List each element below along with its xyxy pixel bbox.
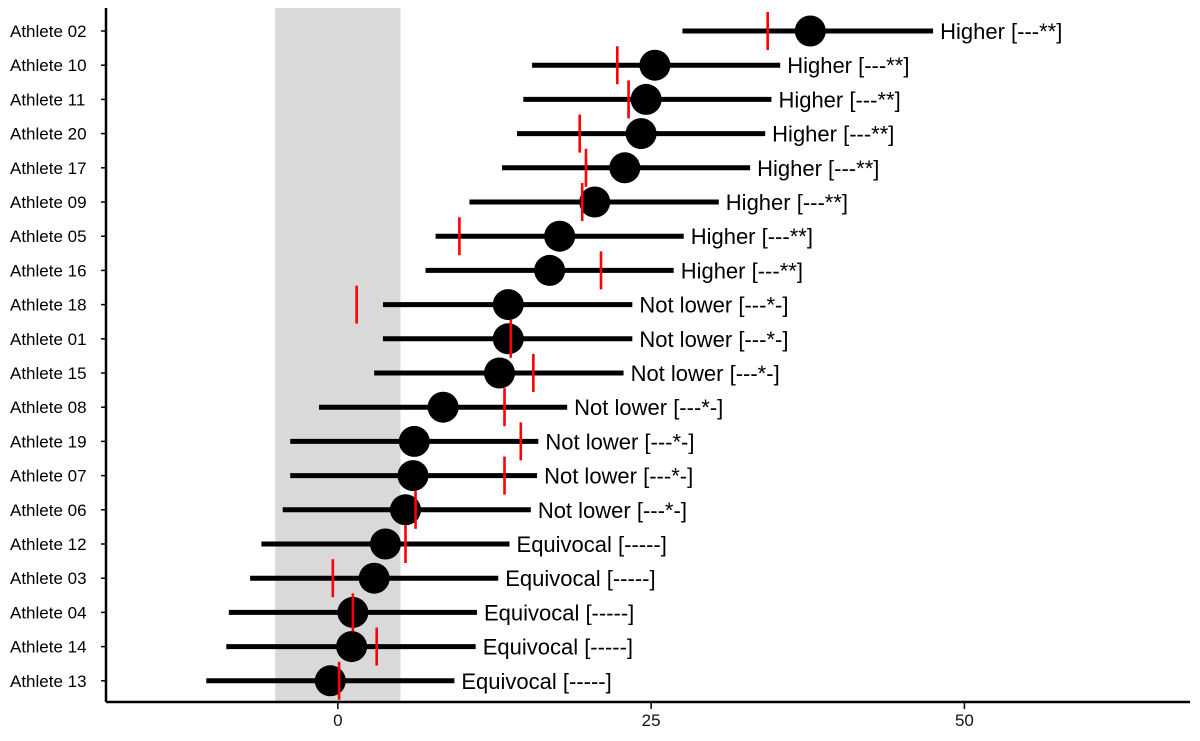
estimate-point (579, 186, 611, 218)
estimate-point (630, 83, 662, 115)
data-label: Not lower [---*-] (639, 327, 788, 352)
estimate-point (609, 152, 641, 184)
estimate-point (544, 220, 576, 252)
category-label: Athlete 03 (10, 569, 87, 588)
category-label: Athlete 19 (10, 432, 87, 451)
data-label: Not lower [---*-] (544, 464, 693, 489)
estimate-point (492, 323, 524, 355)
data-label: Higher [---**] (681, 258, 803, 283)
estimate-point (483, 357, 515, 389)
estimate-point (398, 425, 430, 457)
estimate-point (625, 118, 657, 150)
data-label: Not lower [---*-] (545, 429, 694, 454)
data-label: Higher [---**] (772, 122, 894, 147)
category-label: Athlete 01 (10, 330, 87, 349)
reference-marks-layer (331, 12, 769, 700)
data-label: Equivocal [-----] (484, 600, 634, 625)
estimate-point (358, 562, 390, 594)
estimate-point (492, 289, 524, 321)
category-label: Athlete 14 (10, 638, 87, 657)
x-axis: 0 25 50 (106, 700, 1190, 730)
data-label: Not lower [---*-] (631, 361, 780, 386)
estimate-point (336, 631, 368, 663)
category-label: Athlete 09 (10, 193, 87, 212)
estimate-point (369, 528, 401, 560)
estimate-point (534, 254, 566, 286)
estimate-point (427, 391, 459, 423)
category-label: Athlete 05 (10, 227, 87, 246)
data-label: Equivocal [-----] (517, 532, 667, 557)
y-axis: Athlete 02 Athlete 10 Athlete 11 Athlete 20… (10, 8, 108, 702)
category-label: Athlete 15 (10, 364, 87, 383)
estimate-point (390, 494, 422, 526)
x-tick-label: 25 (642, 711, 661, 730)
data-label: Higher [---**] (691, 224, 813, 249)
data-label: Equivocal [-----] (461, 669, 611, 694)
data-label: Higher [---**] (940, 19, 1062, 44)
data-label: Equivocal [-----] (505, 566, 655, 591)
estimate-point (639, 49, 671, 81)
category-label: Athlete 10 (10, 56, 87, 75)
x-tick-label: 0 (333, 711, 342, 730)
category-label: Athlete 02 (10, 22, 87, 41)
category-label: Athlete 13 (10, 672, 87, 691)
estimate-point (397, 460, 429, 492)
category-label: Athlete 17 (10, 159, 87, 178)
estimate-point (794, 15, 826, 47)
category-label: Athlete 08 (10, 398, 87, 417)
data-label: Not lower [---*-] (639, 293, 788, 318)
category-label: Athlete 07 (10, 467, 87, 486)
data-labels-layer: Higher [---**] Higher [---**] Higher [---*… (461, 19, 1062, 694)
data-label: Higher [---**] (726, 190, 848, 215)
category-label: Athlete 18 (10, 296, 87, 315)
category-label: Athlete 12 (10, 535, 87, 554)
data-label: Higher [---**] (757, 156, 879, 181)
data-label: Not lower [---*-] (538, 498, 687, 523)
data-label: Not lower [---*-] (574, 395, 723, 420)
category-label: Athlete 04 (10, 603, 87, 622)
data-label: Equivocal [-----] (483, 635, 633, 660)
estimate-point (314, 665, 346, 697)
category-label: Athlete 16 (10, 261, 87, 280)
equivalence-band-layer (275, 8, 401, 702)
data-label: Higher [---**] (787, 53, 909, 78)
category-label: Athlete 06 (10, 501, 87, 520)
equivalence-band (275, 8, 401, 702)
category-label: Athlete 20 (10, 125, 87, 144)
data-label: Higher [---**] (778, 87, 900, 112)
estimate-points-layer (314, 15, 826, 697)
category-label: Athlete 11 (10, 90, 85, 109)
x-tick-label: 50 (955, 711, 974, 730)
